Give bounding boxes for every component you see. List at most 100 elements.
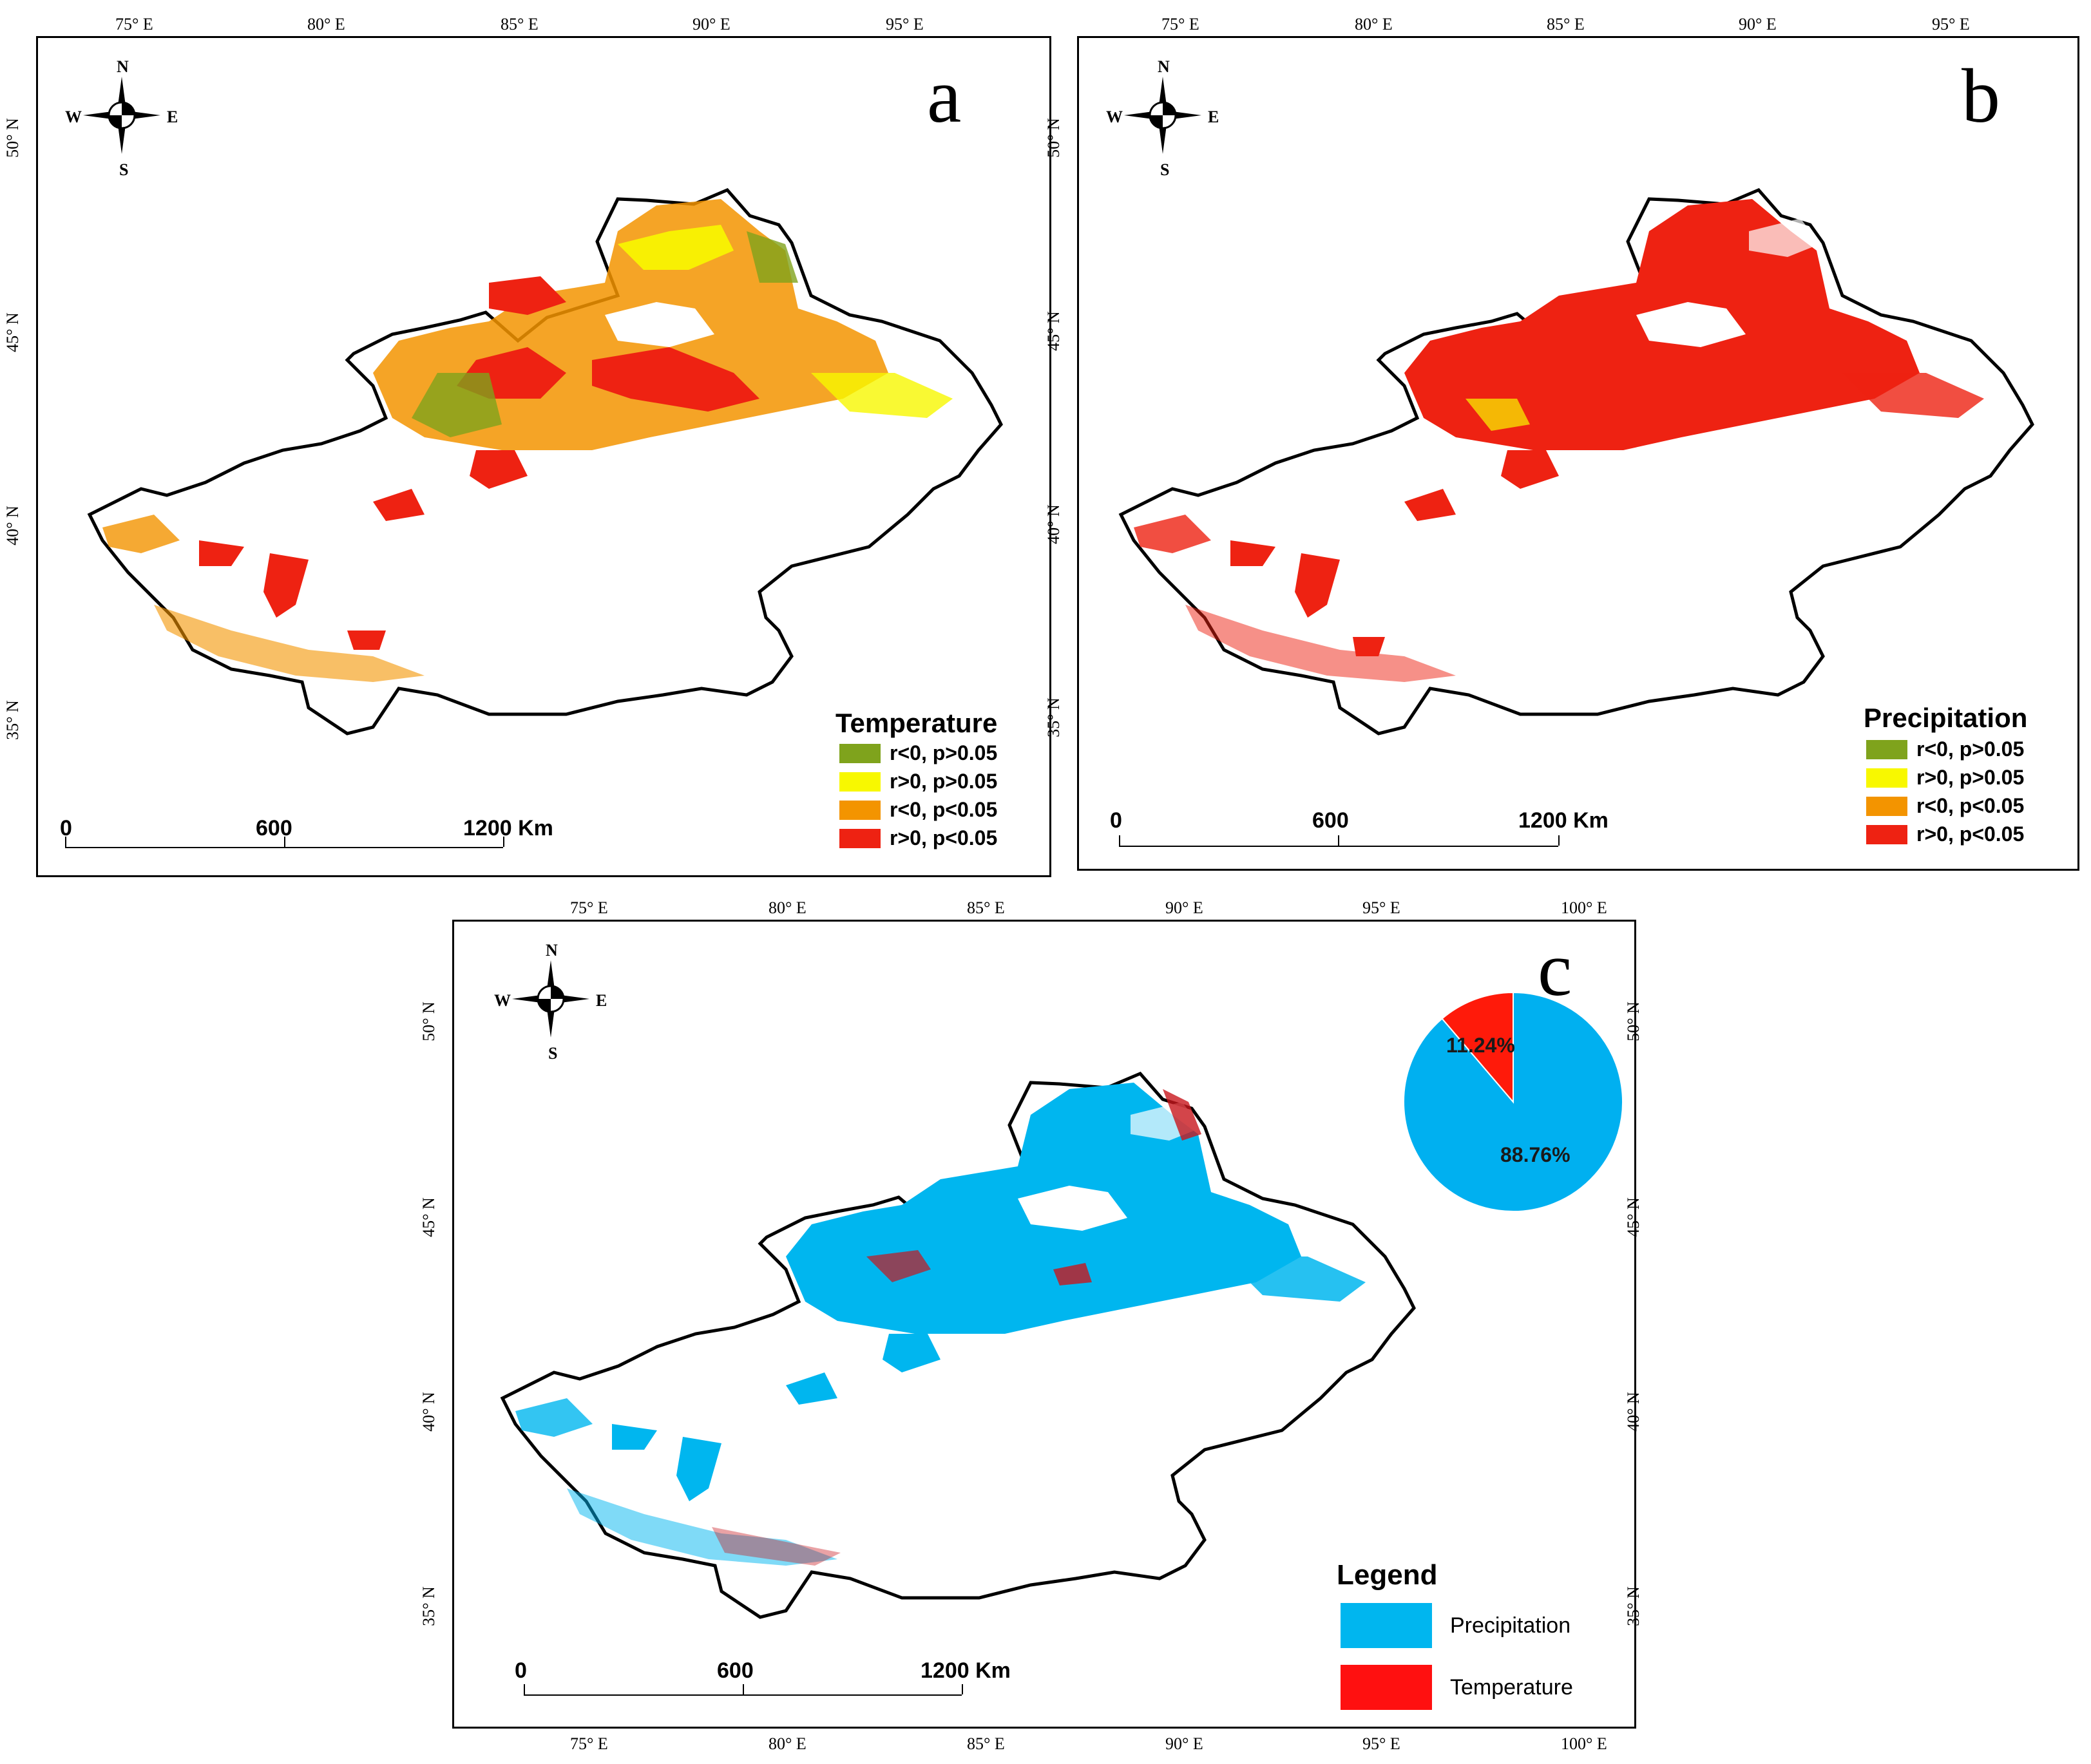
legend-title: Temperature: [835, 708, 998, 738]
compass-n: N: [546, 941, 558, 960]
scale-label-1200: 1200 Km: [463, 816, 553, 840]
lat-tick: 45° N: [419, 1197, 438, 1237]
lat-tick: 45° N: [1044, 311, 1063, 351]
lon-tick: 75° E: [570, 1734, 608, 1753]
scale-tick: [1558, 835, 1560, 846]
region-map-c: [500, 1071, 1416, 1619]
compass-w: W: [1106, 108, 1123, 126]
scale-tick: [503, 837, 504, 847]
compass-e: E: [596, 991, 607, 1010]
lon-tick: 80° E: [1355, 15, 1393, 33]
lat-tick: 35° N: [1044, 697, 1063, 737]
legend-swatch: [839, 743, 881, 763]
scale-tick: [284, 837, 285, 847]
lon-tick: 95° E: [1362, 1734, 1400, 1753]
panel-letter: c: [1538, 926, 1572, 1012]
lon-tick: 85° E: [967, 898, 1005, 917]
compass-rose-icon: [83, 77, 160, 154]
scale-label-1200: 1200 Km: [1518, 808, 1609, 833]
scale-label-0: 0: [515, 1658, 527, 1683]
panel-c: c 75° E 80° E 85° E 90° E 95° E 100° E 7…: [419, 898, 1643, 1753]
lon-tick: 85° E: [501, 15, 539, 33]
lon-tick: 100° E: [1561, 1734, 1607, 1753]
lat-tick: 50° N: [3, 118, 22, 158]
panel-b: b 75° E 80° E 85° E 90° E 95° E 50° N 45…: [1044, 15, 2079, 871]
legend-swatch: [839, 772, 881, 792]
scale-label-600: 600: [256, 816, 292, 840]
compass-n: N: [1158, 57, 1170, 76]
pie-slice: [1441, 991, 1514, 1104]
lat-tick: 40° N: [3, 506, 22, 545]
scale-bar: [65, 847, 503, 848]
compass-s: S: [1160, 160, 1170, 179]
scale-label-600: 600: [1312, 808, 1349, 833]
legend-swatch: [839, 828, 881, 848]
lon-tick: 80° E: [769, 1734, 807, 1753]
legend-item: Temperature: [1341, 1665, 1573, 1710]
scale-bar: [1119, 846, 1558, 847]
legend-title: Legend: [1337, 1559, 1438, 1591]
legend-swatch: [1866, 739, 1907, 759]
lat-tick: 35° N: [3, 700, 22, 740]
lon-tick: 90° E: [1165, 1734, 1203, 1753]
lat-tick: 40° N: [1044, 504, 1063, 544]
legend-item: r>0, p>0.05: [1866, 766, 2024, 790]
legend-item: r>0, p>0.05: [839, 770, 997, 793]
scale-tick: [524, 1684, 525, 1694]
map-fill-a: [87, 187, 1003, 735]
lon-tick: 95° E: [1362, 898, 1400, 917]
compass-rose-icon: [1124, 77, 1201, 154]
compass-e: E: [167, 108, 178, 126]
lon-tick: 100° E: [1561, 898, 1607, 917]
legend-title: Precipitation: [1864, 703, 2028, 733]
pie-label-precipitation: 88.76%: [1500, 1143, 1571, 1166]
lat-tick: 35° N: [1623, 1586, 1643, 1626]
scale-tick: [1338, 835, 1339, 846]
lon-tick: 90° E: [1165, 898, 1203, 917]
scale-bar: [524, 1694, 962, 1696]
scale-label-600: 600: [717, 1658, 754, 1683]
legend-item: Precipitation: [1341, 1603, 1571, 1648]
legend-swatch: [1866, 824, 1907, 844]
lon-tick: 90° E: [692, 15, 730, 33]
legend-swatch: [1341, 1603, 1432, 1648]
lat-tick: 50° N: [419, 1001, 438, 1041]
lat-tick: 40° N: [1623, 1392, 1643, 1432]
region-map-a: [87, 187, 1003, 735]
pie-label-temperature: 11.24%: [1446, 1034, 1515, 1057]
lon-tick: 75° E: [1161, 15, 1199, 33]
map-fill-b: [1118, 187, 2034, 735]
compass-s: S: [119, 160, 129, 179]
panel-a: a 75° E 80° E 85° E 90° E 95° E 50° N 45…: [3, 15, 1051, 877]
lon-tick: 85° E: [1547, 15, 1585, 33]
panel-letter: a: [927, 53, 962, 138]
compass-n: N: [117, 57, 129, 76]
legend-item: r<0, p<0.05: [839, 798, 997, 822]
legend-item: r<0, p>0.05: [839, 741, 997, 765]
compass-w: W: [494, 991, 511, 1010]
legend-item: r<0, p>0.05: [1866, 737, 2024, 761]
legend-swatch: [1341, 1665, 1432, 1710]
lon-tick: 80° E: [769, 898, 807, 917]
lon-tick: 85° E: [967, 1734, 1005, 1753]
lat-tick: 45° N: [3, 312, 22, 352]
scale-tick: [65, 837, 66, 847]
scale-label-0: 0: [1110, 808, 1122, 833]
lon-tick: 95° E: [886, 15, 924, 33]
lon-tick: 80° E: [307, 15, 345, 33]
map-fill-c: [500, 1071, 1416, 1619]
lon-tick: 75° E: [115, 15, 153, 33]
lon-tick: 95° E: [1932, 15, 1970, 33]
legend-swatch: [839, 800, 881, 820]
scale-label-0: 0: [60, 816, 72, 840]
scale-tick: [743, 1684, 744, 1694]
region-map-b: [1118, 187, 2034, 735]
lat-tick: 50° N: [1044, 118, 1063, 158]
compass-e: E: [1208, 108, 1219, 126]
legend-item: r<0, p<0.05: [1866, 794, 2024, 818]
compass-w: W: [65, 108, 82, 126]
compass-s: S: [548, 1044, 558, 1063]
lat-tick: 35° N: [419, 1586, 438, 1626]
scale-tick: [962, 1684, 963, 1694]
legend-item: r>0, p<0.05: [839, 826, 997, 850]
